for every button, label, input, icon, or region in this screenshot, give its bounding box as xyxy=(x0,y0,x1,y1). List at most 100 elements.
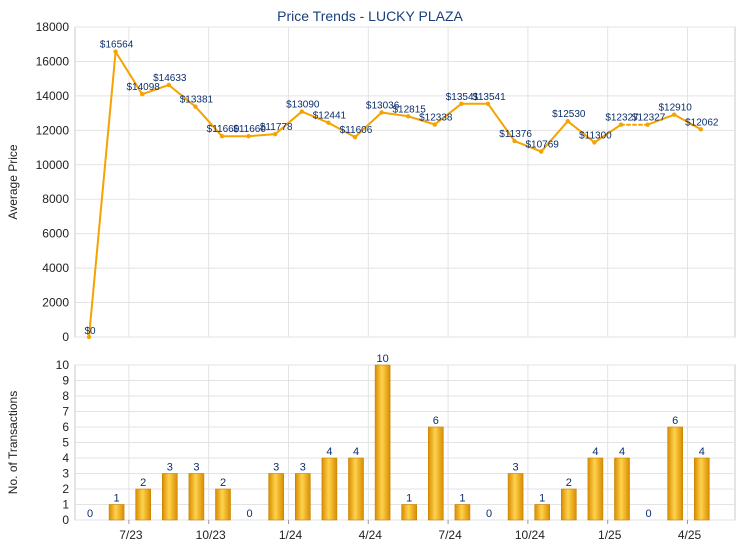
price-line-segment xyxy=(300,110,330,124)
transaction-bar xyxy=(348,457,364,521)
price-line-segment xyxy=(247,133,277,138)
transaction-label: 0 xyxy=(486,508,492,520)
price-label: $16564 xyxy=(100,40,134,51)
transaction-label: 4 xyxy=(699,446,705,458)
price-point xyxy=(406,114,411,119)
transaction-bar xyxy=(321,457,338,521)
price-label: $13541 xyxy=(472,92,506,103)
transaction-label: 3 xyxy=(273,462,279,474)
y-tick-label: 18000 xyxy=(36,20,70,34)
transaction-label: 4 xyxy=(592,446,598,458)
price-label: $13036 xyxy=(366,100,400,111)
price-line-segment xyxy=(88,50,117,338)
price-point xyxy=(140,92,145,97)
y-tick-label: 14000 xyxy=(36,89,70,103)
transaction-bar xyxy=(135,488,151,521)
price-line-segment xyxy=(433,102,463,126)
price-point xyxy=(299,109,304,114)
price-line-segment xyxy=(114,50,144,96)
price-point xyxy=(645,122,650,127)
transaction-bar xyxy=(560,488,577,521)
price-point xyxy=(193,104,198,109)
transaction-bar xyxy=(162,473,178,521)
transaction-bar xyxy=(188,473,205,521)
price-line-segment xyxy=(407,115,436,126)
y-tick-label: 6000 xyxy=(42,227,69,241)
transaction-bar xyxy=(667,426,684,521)
y-tick-label: 10 xyxy=(56,358,70,372)
y-tick-label: 16000 xyxy=(36,54,70,68)
transaction-label: 2 xyxy=(140,477,146,489)
y-tick-label: 5 xyxy=(62,436,69,450)
price-line-segment xyxy=(141,83,170,96)
transaction-label: 1 xyxy=(114,493,120,505)
y-tick-label: 10000 xyxy=(36,158,70,172)
transaction-bar xyxy=(374,364,391,521)
price-line-segment xyxy=(673,113,702,131)
price-label: $10769 xyxy=(526,140,560,151)
price-label: $11300 xyxy=(579,130,612,141)
price-point xyxy=(273,131,278,137)
x-tick-label: 4/24 xyxy=(359,528,383,542)
price-label: $11660 xyxy=(233,124,266,135)
x-tick-label: 4/25 xyxy=(678,528,702,542)
price-point xyxy=(246,133,251,139)
transaction-bar xyxy=(268,473,285,521)
price-label: $14633 xyxy=(153,73,187,84)
y-tick-label: 3 xyxy=(62,467,69,481)
y-tick-label: 9 xyxy=(62,374,69,388)
transaction-label: 1 xyxy=(539,493,545,505)
price-point xyxy=(459,101,464,106)
price-point xyxy=(592,140,597,145)
plot-frame xyxy=(74,26,736,338)
price-line-segment xyxy=(593,123,622,144)
transaction-label: 6 xyxy=(672,415,678,427)
y-tick-label: 12000 xyxy=(36,123,70,137)
price-point xyxy=(219,133,225,139)
chart-title: Price Trends - LUCKY PLAZA xyxy=(277,8,463,24)
transaction-label: 10 xyxy=(376,353,388,365)
y-tick-label: 8000 xyxy=(42,192,69,206)
y-tick-label: 1 xyxy=(62,498,69,512)
price-point xyxy=(512,138,517,144)
price-label: $12338 xyxy=(419,113,453,124)
price-line-segment xyxy=(513,140,543,153)
price-label: $13090 xyxy=(286,100,320,111)
price-point xyxy=(485,101,491,106)
y-tick-label: 2000 xyxy=(42,296,69,310)
price-label: $12441 xyxy=(313,111,347,122)
transaction-bar xyxy=(534,504,551,521)
transaction-label: 0 xyxy=(247,508,253,520)
transaction-bar xyxy=(108,504,125,521)
price-label: $11778 xyxy=(260,122,293,133)
x-tick-label: 7/24 xyxy=(438,528,462,542)
y-tick-label: 0 xyxy=(62,330,69,344)
price-label: $12327 xyxy=(632,113,666,124)
price-point xyxy=(698,127,703,132)
price-point xyxy=(618,122,624,127)
transaction-bar xyxy=(215,488,231,521)
price-line-segment xyxy=(487,102,516,143)
price-label: $12530 xyxy=(552,109,586,120)
price-label: $12910 xyxy=(659,103,693,114)
transaction-label: 3 xyxy=(193,462,199,474)
price-label: $12062 xyxy=(685,117,719,128)
price-line-segment xyxy=(540,120,569,153)
y-tick-label: 6 xyxy=(62,420,69,434)
price-point xyxy=(432,122,437,127)
transaction-label: 6 xyxy=(433,415,439,427)
x-tick-label: 1/24 xyxy=(279,528,303,542)
price-line-segment xyxy=(194,105,223,138)
price-point xyxy=(379,110,384,115)
y-tick-label: 8 xyxy=(62,389,69,403)
x-tick-label: 1/25 xyxy=(598,528,622,542)
y-tick-label: 4000 xyxy=(42,261,69,275)
price-line-segment xyxy=(274,110,303,136)
y-tick-label: 2 xyxy=(62,482,69,496)
y-axis-label: Average Price xyxy=(6,144,20,219)
price-label: $13381 xyxy=(180,95,214,106)
transaction-bar xyxy=(507,473,524,521)
